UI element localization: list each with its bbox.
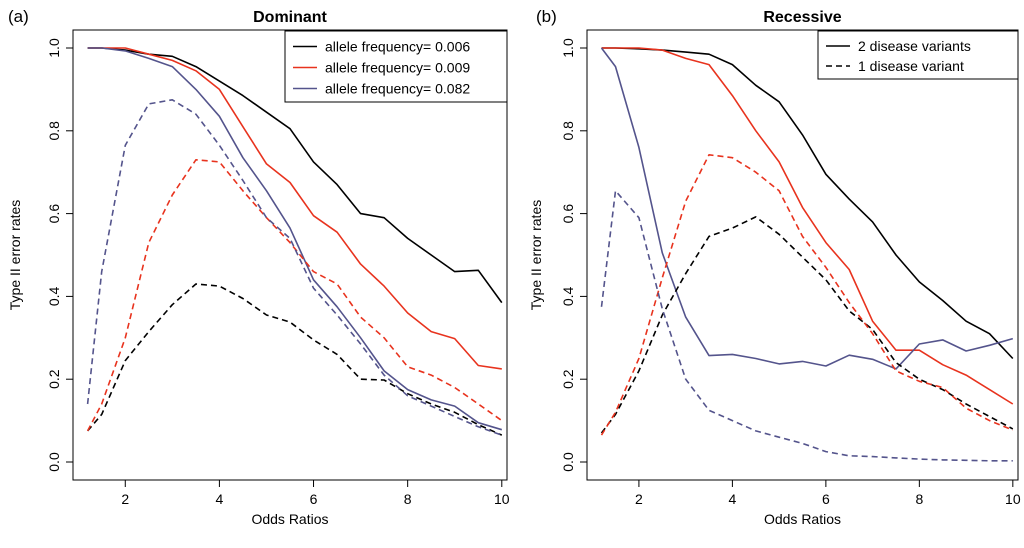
legend-box xyxy=(817,30,1019,80)
y-axis-label: Type II error rates xyxy=(7,200,23,310)
legend-label: allele frequency= 0.082 xyxy=(325,81,470,97)
plot-frame xyxy=(586,29,1019,481)
x-axis-label: Odds Ratios xyxy=(251,511,328,527)
y-tick-label: 0.6 xyxy=(46,204,62,224)
panel-tag: (b) xyxy=(536,7,557,26)
x-tick-label: 10 xyxy=(494,491,510,507)
series-line-dashed-3 xyxy=(86,283,503,436)
legend-label: 1 disease variant xyxy=(858,58,964,74)
y-tick-label: 1.0 xyxy=(46,38,62,58)
panel-tag: (a) xyxy=(8,7,29,26)
legend: allele frequency= 0.006 allele frequency=… xyxy=(284,30,508,103)
legend-label: 2 disease variants xyxy=(858,38,971,54)
x-tick-label: 2 xyxy=(121,491,129,507)
series-group xyxy=(86,47,503,436)
series-line-dashed-5 xyxy=(600,190,1013,462)
x-tick-label: 2 xyxy=(635,491,643,507)
x-tick-label: 4 xyxy=(216,491,224,507)
x-tick-label: 8 xyxy=(404,491,412,507)
x-tick-label: 4 xyxy=(728,491,736,507)
legend-label: allele frequency= 0.006 xyxy=(325,39,470,55)
y-tick-label: 0.2 xyxy=(46,369,62,389)
series-line-dashed-4 xyxy=(600,154,1014,436)
series-line-solid-1 xyxy=(87,47,502,370)
y-tick-label: 0.8 xyxy=(560,121,576,141)
panel-recessive: (b) Recessive 2 4 6 8 10 0.0 0.2 0.4 0.6 0.8 1.0 Odds… xyxy=(528,7,1021,527)
chart-title: Dominant xyxy=(253,9,327,26)
series-line-dashed-4 xyxy=(86,159,503,432)
chart-title: Recessive xyxy=(763,9,841,26)
series-line-solid-1 xyxy=(601,47,1014,405)
y-tick-label: 0.4 xyxy=(46,286,62,306)
y-tick-label: 0.0 xyxy=(560,452,576,472)
legend: 2 disease variants 1 disease variant xyxy=(817,30,1019,80)
x-tick-label: 10 xyxy=(1005,491,1021,507)
x-tick-label: 6 xyxy=(310,491,318,507)
y-axis-label: Type II error rates xyxy=(528,200,544,310)
panel-dominant: (a) Dominant 2 4 6 8 10 0.0 0.2 0.4 0.6 0.8 1.0 Odds … xyxy=(7,7,510,527)
y-tick-label: 0.0 xyxy=(46,452,62,472)
series-line-dashed-5 xyxy=(86,99,503,436)
series-line-dashed-3 xyxy=(600,216,1014,434)
x-tick-label: 6 xyxy=(822,491,830,507)
legend-box xyxy=(284,30,508,103)
plot-frame xyxy=(72,29,508,481)
y-tick-label: 0.4 xyxy=(560,286,576,306)
series-line-solid-0 xyxy=(601,47,1014,360)
y-tick-label: 1.0 xyxy=(560,38,576,58)
y-tick-label: 0.8 xyxy=(46,121,62,141)
series-line-solid-2 xyxy=(600,47,1014,370)
series-line-solid-2 xyxy=(87,47,503,431)
y-tick-label: 0.6 xyxy=(560,204,576,224)
legend-label: allele frequency= 0.009 xyxy=(325,60,470,76)
y-tick-label: 0.2 xyxy=(560,369,576,389)
series-group xyxy=(600,47,1014,462)
x-tick-label: 8 xyxy=(915,491,923,507)
x-axis-label: Odds Ratios xyxy=(764,511,841,527)
